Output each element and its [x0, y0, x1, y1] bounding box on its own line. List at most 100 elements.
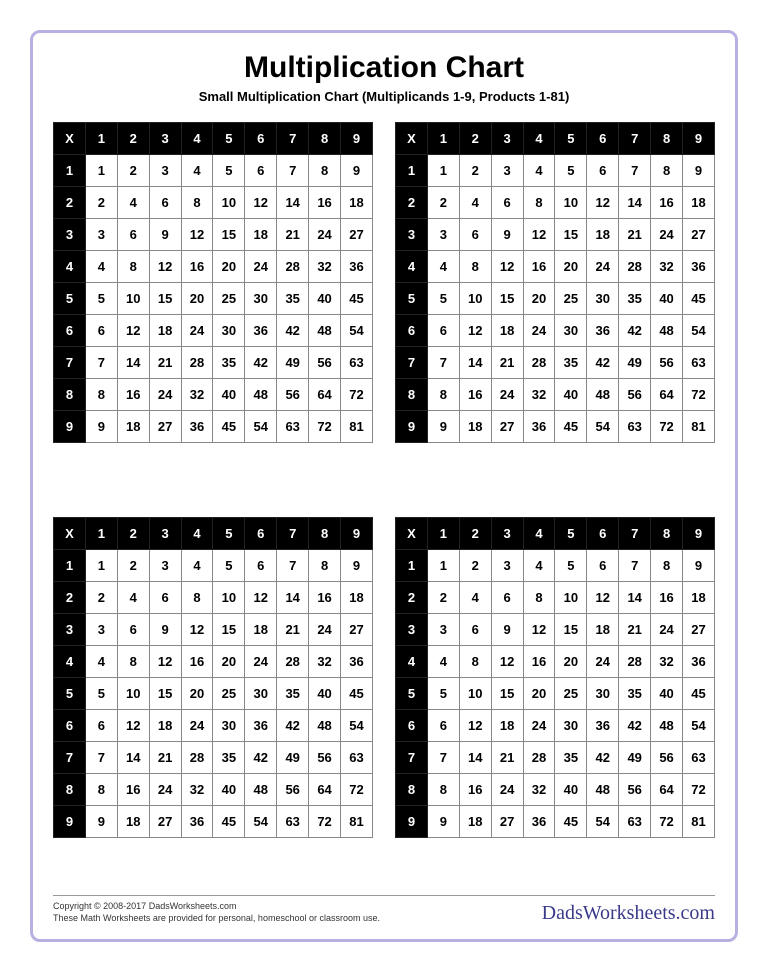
product-cell: 20	[523, 678, 555, 710]
product-cell: 21	[149, 742, 181, 774]
row-header: 4	[396, 646, 428, 678]
product-cell: 12	[117, 710, 149, 742]
product-cell: 25	[555, 283, 587, 315]
product-cell: 27	[149, 411, 181, 443]
product-cell: 16	[117, 379, 149, 411]
row-header: 8	[54, 774, 86, 806]
col-header: 8	[651, 123, 683, 155]
col-header: 7	[619, 518, 651, 550]
product-cell: 9	[491, 614, 523, 646]
product-cell: 4	[459, 187, 491, 219]
product-cell: 16	[309, 582, 341, 614]
row-header: 8	[396, 379, 428, 411]
product-cell: 7	[427, 742, 459, 774]
product-cell: 12	[117, 315, 149, 347]
product-cell: 56	[309, 347, 341, 379]
row-header: 6	[54, 710, 86, 742]
table-row: 771421283542495663	[54, 742, 373, 774]
col-header: 8	[651, 518, 683, 550]
row-header: 8	[396, 774, 428, 806]
row-header: 4	[54, 646, 86, 678]
product-cell: 24	[587, 646, 619, 678]
row-header: 4	[396, 251, 428, 283]
product-cell: 6	[85, 315, 117, 347]
row-header: 5	[396, 283, 428, 315]
product-cell: 12	[459, 710, 491, 742]
product-cell: 40	[213, 379, 245, 411]
table-row: 3369121518212427	[54, 219, 373, 251]
product-cell: 18	[587, 219, 619, 251]
table-header-row: X123456789	[54, 123, 373, 155]
product-cell: 15	[491, 283, 523, 315]
row-header: 8	[54, 379, 86, 411]
product-cell: 4	[459, 582, 491, 614]
product-cell: 6	[587, 155, 619, 187]
product-cell: 35	[555, 742, 587, 774]
product-cell: 28	[277, 646, 309, 678]
product-cell: 16	[459, 774, 491, 806]
product-cell: 8	[523, 582, 555, 614]
product-cell: 24	[651, 614, 683, 646]
product-cell: 27	[149, 806, 181, 838]
product-cell: 21	[277, 219, 309, 251]
row-header: 1	[396, 550, 428, 582]
product-cell: 3	[491, 550, 523, 582]
table-row: 224681012141618	[396, 582, 715, 614]
multiplication-table: X123456789112345678922468101214161833691…	[53, 122, 373, 489]
product-cell: 20	[555, 646, 587, 678]
product-cell: 4	[85, 251, 117, 283]
product-cell: 10	[459, 283, 491, 315]
product-cell: 36	[683, 646, 715, 678]
product-cell: 72	[683, 774, 715, 806]
product-cell: 8	[523, 187, 555, 219]
table-row: 881624324048566472	[396, 774, 715, 806]
product-cell: 5	[85, 283, 117, 315]
product-cell: 16	[117, 774, 149, 806]
product-cell: 48	[245, 774, 277, 806]
product-cell: 8	[181, 582, 213, 614]
col-header: 3	[491, 518, 523, 550]
product-cell: 56	[651, 347, 683, 379]
product-cell: 14	[117, 742, 149, 774]
product-cell: 40	[213, 774, 245, 806]
table-row: 661218243036424854	[396, 315, 715, 347]
product-cell: 8	[427, 379, 459, 411]
table: X123456789112345678922468101214161833691…	[395, 122, 715, 443]
product-cell: 3	[427, 614, 459, 646]
product-cell: 48	[587, 774, 619, 806]
product-cell: 12	[523, 614, 555, 646]
product-cell: 32	[651, 251, 683, 283]
product-cell: 20	[213, 646, 245, 678]
product-cell: 36	[181, 411, 213, 443]
product-cell: 72	[309, 411, 341, 443]
table-row: 1123456789	[54, 550, 373, 582]
product-cell: 12	[587, 187, 619, 219]
product-cell: 18	[341, 187, 373, 219]
table-row: 661218243036424854	[396, 710, 715, 742]
product-cell: 25	[555, 678, 587, 710]
col-header: 1	[85, 123, 117, 155]
product-cell: 28	[277, 251, 309, 283]
product-cell: 27	[491, 411, 523, 443]
product-cell: 24	[309, 614, 341, 646]
col-header: 2	[459, 123, 491, 155]
product-cell: 7	[277, 550, 309, 582]
product-cell: 72	[309, 806, 341, 838]
multiplication-table: X123456789112345678922468101214161833691…	[395, 517, 715, 884]
product-cell: 12	[491, 646, 523, 678]
row-header: 4	[54, 251, 86, 283]
col-header: 9	[683, 123, 715, 155]
product-cell: 36	[341, 251, 373, 283]
product-cell: 28	[523, 347, 555, 379]
product-cell: 42	[587, 347, 619, 379]
col-header: 4	[523, 123, 555, 155]
table-header-row: X123456789	[54, 518, 373, 550]
product-cell: 6	[149, 187, 181, 219]
product-cell: 63	[619, 411, 651, 443]
row-header: 6	[396, 710, 428, 742]
col-header: 4	[181, 123, 213, 155]
product-cell: 48	[587, 379, 619, 411]
product-cell: 32	[651, 646, 683, 678]
product-cell: 45	[555, 411, 587, 443]
product-cell: 9	[341, 155, 373, 187]
